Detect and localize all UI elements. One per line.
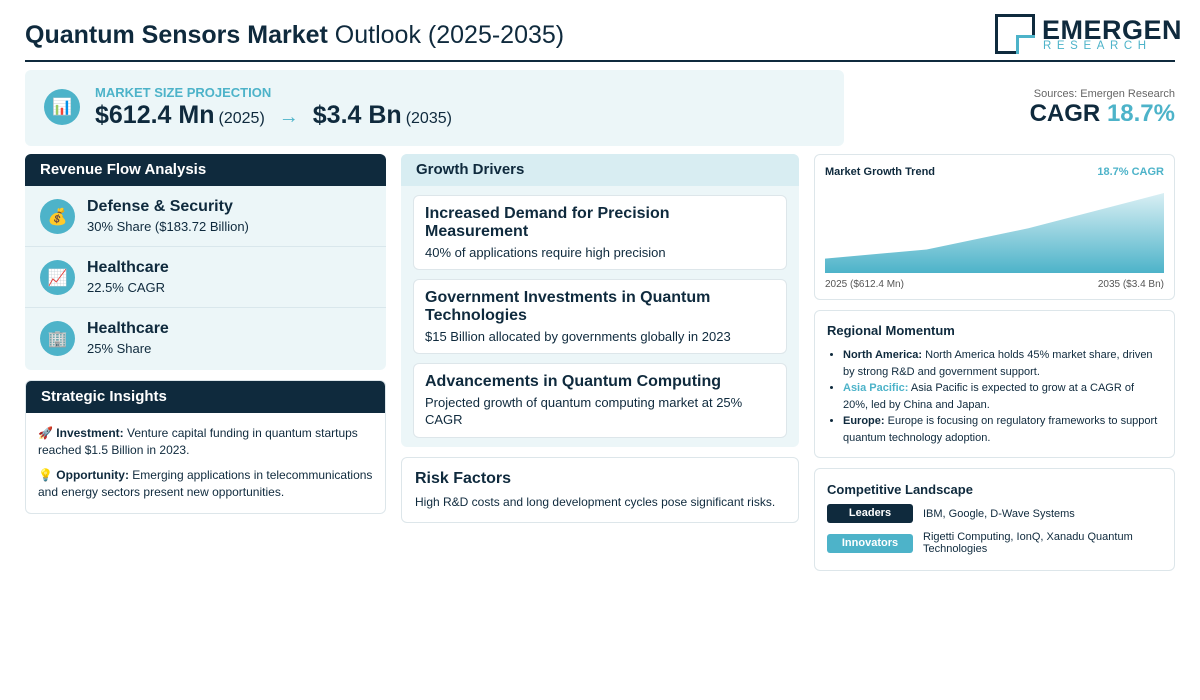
risk-title: Risk Factors <box>415 470 512 487</box>
revenue-item-sub: 25% Share <box>87 341 152 356</box>
page-title: Quantum Sensors Market Outlook (2025-203… <box>25 21 565 49</box>
trend-area-series <box>825 193 1164 273</box>
market-size-projection: 📊 MARKET SIZE PROJECTION $612.4 Mn (2025)… <box>25 70 844 146</box>
driver-title: Advancements in Quantum Computing <box>425 373 722 390</box>
sources-note: Sources: Emergen Research <box>1033 88 1175 100</box>
revenue-item-sub: 30% Share ($183.72 Billion) <box>87 219 249 234</box>
page-header: Quantum Sensors Market Outlook (2025-203… <box>25 14 1182 62</box>
strategic-insights-card: Strategic Insights 🚀 Investment: Venture… <box>25 380 386 514</box>
end-year: (2035) <box>405 110 452 127</box>
competitor-row-innovators: Innovators Rigetti Computing, IonQ, Xana… <box>827 531 1161 555</box>
start-year: (2025) <box>218 110 265 127</box>
trend-title: Market Growth Trend <box>825 166 936 178</box>
region-item-north-america: North America: North America holds 45% m… <box>843 347 1162 380</box>
innovators-list: Rigetti Computing, IonQ, Xanadu Quantum … <box>923 531 1133 555</box>
risk-factors-card: Risk Factors High R&D costs and long dev… <box>401 457 799 523</box>
trend-up-icon: 📈 <box>40 260 75 295</box>
insight-investment: 🚀 Investment: Venture capital funding in… <box>38 426 358 457</box>
revenue-item-sub: 22.5% CAGR <box>87 280 166 295</box>
region-item-europe: Europe: Europe is focusing on regulatory… <box>843 413 1162 446</box>
revenue-item: 🏢 Healthcare 25% Share <box>25 308 386 369</box>
region-item-asia-pacific: Asia Pacific: Asia Pacific is expected t… <box>843 380 1162 413</box>
lightbulb-icon: 💡 <box>38 468 53 482</box>
logo-mark-icon <box>995 14 1035 54</box>
revenue-item: 💰 Defense & Security 30% Share ($183.72 … <box>25 186 386 247</box>
driver-item: Increased Demand for Precision Measureme… <box>413 195 787 270</box>
logo-sub-text: RESEARCH <box>1043 40 1152 52</box>
projection-label: MARKET SIZE PROJECTION <box>95 85 272 100</box>
arrow-right-icon: → <box>278 106 299 128</box>
regional-title: Regional Momentum <box>827 323 955 338</box>
logo-main-text: EMERGEN <box>1042 15 1183 45</box>
driver-item: Advancements in Quantum Computing Projec… <box>413 363 787 438</box>
projection-values: $612.4 Mn (2025) → $3.4 Bn (2035) <box>95 101 452 130</box>
driver-desc: $15 Billion allocated by governments glo… <box>425 329 731 344</box>
leaders-list: IBM, Google, D-Wave Systems <box>923 507 1075 520</box>
regional-momentum-card: Regional Momentum North America: North A… <box>814 310 1175 458</box>
trend-start-label: 2025 ($612.4 Mn) <box>825 279 904 290</box>
driver-item: Government Investments in Quantum Techno… <box>413 279 787 354</box>
trend-cagr: 18.7% CAGR <box>1097 166 1164 178</box>
trend-area-chart <box>825 193 1164 273</box>
bar-chart-icon: 📊 <box>44 89 80 125</box>
revenue-flow-title: Revenue Flow Analysis <box>25 154 386 186</box>
revenue-item-name: Healthcare <box>87 259 169 276</box>
growth-drivers-card: Growth Drivers Increased Demand for Prec… <box>401 154 799 447</box>
risk-desc: High R&D costs and long development cycl… <box>415 495 776 509</box>
competitive-title: Competitive Landscape <box>827 482 973 497</box>
driver-title: Increased Demand for Precision Measureme… <box>425 205 670 240</box>
market-growth-trend-card: Market Growth Trend 18.7% CAGR 2025 ($61… <box>814 154 1175 300</box>
revenue-item-name: Defense & Security <box>87 198 233 215</box>
insight-opportunity: 💡 Opportunity: Emerging applications in … <box>38 468 373 499</box>
driver-title: Government Investments in Quantum Techno… <box>425 289 711 324</box>
trend-end-label: 2035 ($3.4 Bn) <box>1097 279 1164 290</box>
emergen-logo: EMERGEN RESEARCH <box>995 14 1182 56</box>
driver-desc: 40% of applications require high precisi… <box>425 245 666 260</box>
innovators-badge: Innovators <box>827 533 913 553</box>
revenue-item-name: Healthcare <box>87 320 169 337</box>
competitor-row-leaders: Leaders IBM, Google, D-Wave Systems <box>827 504 1161 523</box>
rocket-icon: 🚀 <box>38 426 53 440</box>
cagr-display: CAGR 18.7% <box>1029 100 1175 127</box>
competitive-landscape-card: Competitive Landscape Leaders IBM, Googl… <box>814 468 1175 571</box>
driver-desc: Projected growth of quantum computing ma… <box>425 395 743 427</box>
end-value: $3.4 Bn <box>312 101 402 129</box>
growth-drivers-title: Growth Drivers <box>401 154 799 186</box>
strategic-insights-title: Strategic Insights <box>26 381 385 413</box>
building-icon: 🏢 <box>40 321 75 356</box>
start-value: $612.4 Mn <box>95 101 215 129</box>
money-bag-icon: 💰 <box>40 199 75 234</box>
leaders-badge: Leaders <box>827 504 913 523</box>
revenue-flow-card: Revenue Flow Analysis 💰 Defense & Securi… <box>25 154 386 370</box>
revenue-item: 📈 Healthcare 22.5% CAGR <box>25 247 386 308</box>
